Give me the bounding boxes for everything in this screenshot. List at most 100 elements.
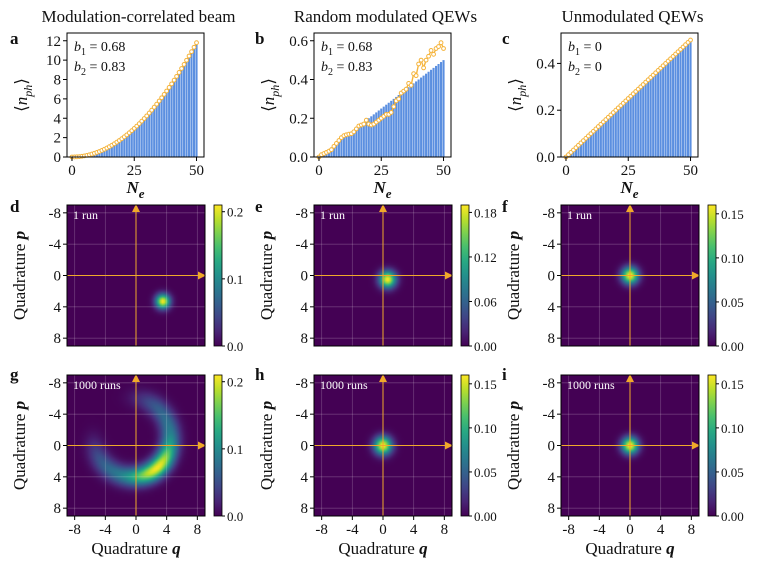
- y-axis-label: Quadrature p: [257, 231, 276, 320]
- plot-frame: [66, 32, 205, 158]
- bar: [173, 80, 176, 157]
- bar: [572, 149, 575, 157]
- q-axis-arrow: [445, 271, 453, 280]
- bar: [395, 96, 398, 157]
- y-tick-label: 0: [301, 269, 309, 285]
- bar: [682, 47, 685, 157]
- colorbar-tick-label: 0.00: [721, 509, 744, 524]
- x-tick-label: 8: [441, 522, 449, 538]
- y-tick-label: -4: [49, 237, 62, 253]
- y-tick-label: 0.6: [289, 34, 308, 50]
- bar: [577, 145, 580, 157]
- data-point: [421, 65, 427, 71]
- bar: [185, 60, 188, 158]
- bar: [143, 118, 146, 157]
- bar: [674, 54, 677, 157]
- y-axis-label-var: p: [257, 231, 276, 242]
- bar: [387, 102, 390, 157]
- bar-series-b: [320, 60, 445, 157]
- y-tick-label: 4: [54, 111, 62, 127]
- bar: [425, 73, 428, 157]
- bar: [622, 103, 625, 157]
- y-tick-label: -8: [543, 376, 556, 392]
- colorbar-tick-label: 0.00: [474, 339, 497, 354]
- bar: [597, 126, 600, 157]
- data-point: [334, 141, 339, 146]
- y-tick-label: -8: [543, 206, 556, 222]
- y-axis-label-var: n: [12, 97, 31, 106]
- panel-title-2: Random modulated QEWs: [294, 7, 477, 26]
- bar: [442, 60, 445, 157]
- y-axis-label-rb: ⟩: [12, 78, 31, 85]
- colorbar-tick-label: 0.10: [721, 421, 744, 436]
- bar: [677, 51, 680, 157]
- x-tick-label: 25: [374, 163, 389, 179]
- bar: [432, 67, 435, 157]
- x-tick-label: 25: [621, 163, 636, 179]
- y-tick-label: 4: [54, 470, 62, 486]
- x-axis-label-var: N: [619, 178, 633, 197]
- bar: [402, 91, 405, 157]
- bar: [657, 70, 660, 157]
- runs-label: 1000 runs: [320, 378, 368, 392]
- bar: [412, 83, 415, 157]
- bar: [612, 112, 615, 157]
- annotation-1-sub: 1: [575, 47, 580, 58]
- bar: [422, 75, 425, 157]
- y-axis-label-sub: ph: [21, 85, 35, 98]
- data-point: [336, 138, 342, 143]
- bar: [686, 42, 690, 157]
- annotation-1: b1 = 0.68: [321, 40, 372, 58]
- bar: [98, 151, 101, 157]
- data-point: [149, 107, 155, 113]
- x-axis-label-var: N: [125, 178, 139, 197]
- y-axis-label-word: Quadrature: [10, 239, 29, 320]
- panel-title-3: Unmodulated QEWs: [561, 7, 703, 26]
- bar: [367, 118, 370, 157]
- bar: [584, 138, 587, 157]
- bar: [435, 65, 438, 157]
- annotation-2: b2 = 0.83: [321, 60, 372, 78]
- annotation-2: b2 = 0: [568, 60, 602, 78]
- bar: [370, 116, 373, 157]
- bar: [667, 61, 670, 157]
- data-point: [688, 37, 693, 43]
- y-axis-label: Quadrature p: [10, 231, 29, 320]
- bar: [342, 137, 345, 157]
- y-tick-label: 0.0: [536, 150, 555, 166]
- bar: [647, 79, 650, 157]
- y-axis-label-word: Quadrature: [257, 239, 276, 320]
- y-tick-label: 0.4: [289, 73, 308, 89]
- runs-label: 1 run: [567, 208, 592, 222]
- data-point: [363, 117, 369, 123]
- colorbar-tick-label: 0.2: [227, 375, 243, 390]
- data-point: [416, 61, 422, 67]
- data-point: [413, 73, 419, 79]
- y-axis-label-sub: ph: [515, 85, 529, 98]
- colorbar-tick-label: 0.18: [474, 205, 497, 220]
- bar: [148, 113, 151, 157]
- y-tick-label: 8: [54, 73, 62, 89]
- bar: [574, 147, 577, 157]
- bar: [592, 131, 595, 157]
- bar: [372, 114, 375, 157]
- x-tick-label: -8: [315, 522, 328, 538]
- bar: [100, 150, 103, 157]
- data-point: [361, 121, 367, 127]
- y-axis-label: ⟨nph⟩: [12, 78, 35, 112]
- bar: [120, 138, 123, 157]
- x-axis-label-word: Quadrature: [585, 539, 666, 558]
- bar: [582, 140, 585, 157]
- data-point: [351, 129, 357, 135]
- bar: [397, 95, 400, 157]
- colorbar-tick-label: 0.1: [227, 442, 243, 457]
- data-point: [353, 126, 359, 132]
- q-axis-arrow: [445, 441, 453, 450]
- bar: [375, 112, 378, 157]
- bar: [407, 87, 410, 157]
- bar: [664, 63, 667, 157]
- x-axis-label: Ne: [619, 178, 638, 201]
- bar: [684, 44, 687, 157]
- x-axis-label-sub: e: [633, 186, 639, 201]
